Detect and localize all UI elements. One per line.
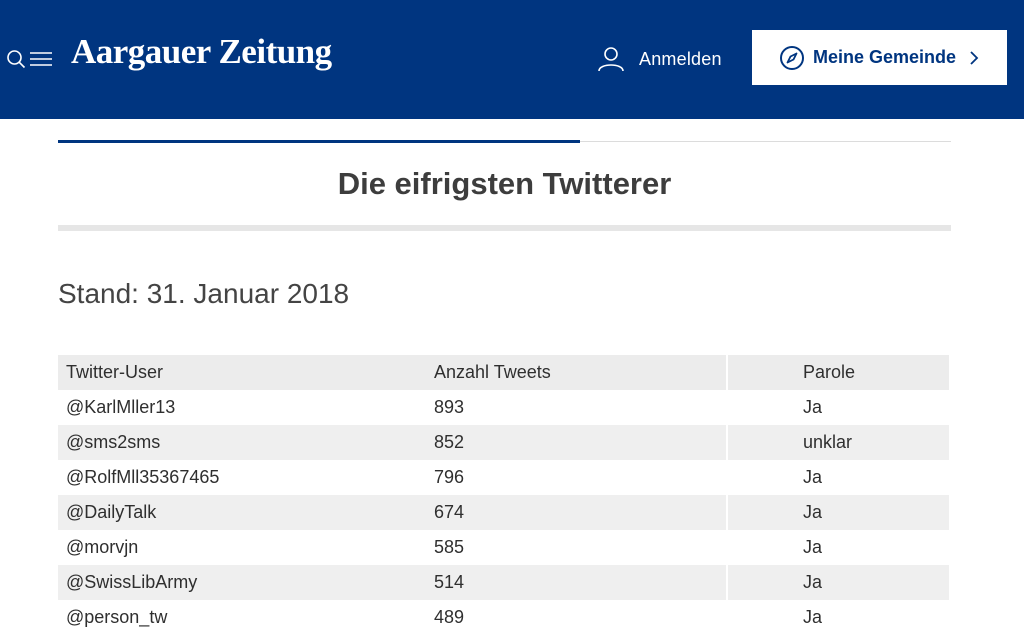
table-row: @KarlMller13 893 Ja bbox=[58, 390, 949, 425]
cell-user: @KarlMller13 bbox=[66, 397, 176, 417]
table-row: @RolfMll35367465 796 Ja bbox=[58, 460, 949, 495]
cell-parole: Ja bbox=[803, 467, 823, 487]
table-header-row: Twitter-User Anzahl Tweets Parole bbox=[58, 355, 949, 390]
tab-active-indicator bbox=[58, 140, 580, 143]
login-label: Anmelden bbox=[639, 48, 722, 69]
column-header-tweets: Anzahl Tweets bbox=[426, 355, 728, 390]
column-header-empty bbox=[727, 355, 796, 390]
search-icon[interactable] bbox=[6, 49, 26, 69]
cell-user: @morvjn bbox=[66, 537, 139, 557]
site-header: Aargauer Zeitung Anmelden Meine Gemeinde bbox=[0, 0, 1024, 119]
column-header-user: Twitter-User bbox=[66, 362, 164, 382]
site-logo[interactable]: Aargauer Zeitung bbox=[71, 32, 332, 71]
cell-user: @SwissLibArmy bbox=[66, 572, 198, 592]
cell-empty bbox=[727, 390, 796, 425]
meine-gemeinde-label: Meine Gemeinde bbox=[813, 47, 957, 67]
cell-empty bbox=[727, 565, 796, 600]
cell-tweets: 514 bbox=[426, 565, 728, 600]
cell-empty bbox=[727, 530, 796, 565]
cell-empty bbox=[727, 425, 796, 460]
stand-date: Stand: 31. Januar 2018 bbox=[58, 278, 350, 309]
user-icon bbox=[598, 47, 624, 72]
chevron-right-icon bbox=[970, 50, 979, 65]
twitter-users-table: Twitter-User Anzahl Tweets Parole @KarlM… bbox=[58, 355, 949, 635]
cell-empty bbox=[727, 495, 796, 530]
cell-tweets: 893 bbox=[426, 390, 728, 425]
cell-tweets: 796 bbox=[426, 460, 728, 495]
table-row: @DailyTalk 674 Ja bbox=[58, 495, 949, 530]
cell-tweets: 674 bbox=[426, 495, 728, 530]
column-header-parole: Parole bbox=[803, 362, 856, 382]
cell-tweets: 852 bbox=[426, 425, 728, 460]
compass-icon bbox=[780, 45, 804, 70]
cell-parole: Ja bbox=[803, 537, 823, 557]
login-link[interactable]: Anmelden bbox=[597, 44, 722, 74]
article-title: Die eifrigsten Twitterer bbox=[337, 166, 672, 201]
cell-user: @sms2sms bbox=[66, 432, 161, 452]
title-divider bbox=[58, 225, 951, 231]
table-row: @morvjn 585 Ja bbox=[58, 530, 949, 565]
cell-parole: Ja bbox=[803, 502, 823, 522]
cell-parole: Ja bbox=[803, 572, 823, 592]
cell-empty bbox=[727, 460, 796, 495]
table-row: @sms2sms 852 unklar bbox=[58, 425, 949, 460]
cell-parole: Ja bbox=[803, 397, 823, 417]
meine-gemeinde-button[interactable]: Meine Gemeinde bbox=[752, 30, 1007, 85]
table-row: @SwissLibArmy 514 Ja bbox=[58, 565, 949, 600]
cell-user: @RolfMll35367465 bbox=[66, 467, 220, 487]
cell-tweets: 585 bbox=[426, 530, 728, 565]
menu-icon[interactable] bbox=[30, 51, 52, 67]
cell-user: @DailyTalk bbox=[66, 502, 157, 522]
cell-parole: unklar bbox=[803, 432, 853, 452]
